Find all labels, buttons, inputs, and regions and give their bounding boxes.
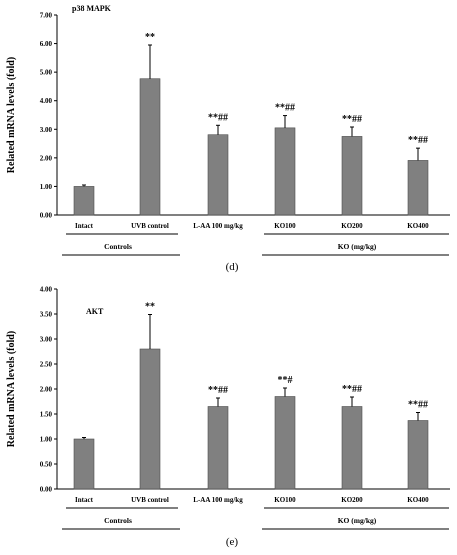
category-label: KO200 bbox=[341, 496, 363, 504]
bar bbox=[407, 420, 429, 490]
y-tick-label: 1.00 bbox=[40, 436, 53, 444]
y-tick-label: 4.00 bbox=[40, 286, 53, 294]
y-tick-label: 0.00 bbox=[40, 212, 53, 220]
bar bbox=[207, 134, 229, 216]
significance-label: **## bbox=[342, 114, 362, 125]
y-tick-label: 6.00 bbox=[40, 40, 53, 48]
category-label: UVB control bbox=[131, 496, 169, 504]
bar bbox=[274, 127, 296, 216]
bar bbox=[139, 348, 161, 490]
significance-label: **## bbox=[208, 385, 228, 396]
chart-panel-0: 0.00 1.00 2.00 3.00 4.00 5.00 6.00 7.00 Related … bbox=[6, 4, 450, 273]
category-label: KO200 bbox=[341, 222, 363, 230]
bar bbox=[73, 186, 95, 216]
y-tick-label: 4.00 bbox=[40, 97, 53, 105]
y-tick-label: 3.50 bbox=[40, 311, 53, 319]
y-tick-label: 2.00 bbox=[40, 154, 53, 162]
y-tick-label: 1.00 bbox=[40, 183, 53, 191]
y-axis-title: Related mRNA levels (fold) bbox=[6, 57, 17, 173]
significance-label: ** bbox=[145, 32, 155, 43]
significance-label: **## bbox=[208, 112, 228, 123]
significance-label: **## bbox=[275, 103, 295, 114]
bar bbox=[274, 396, 296, 490]
y-tick-label: 5.00 bbox=[40, 69, 53, 77]
category-label: UVB control bbox=[131, 222, 169, 230]
y-tick-label: 3.00 bbox=[40, 336, 53, 344]
y-tick-label: 3.00 bbox=[40, 126, 53, 134]
category-label: L-AA 100 mg/kg bbox=[193, 222, 243, 230]
category-label: KO400 bbox=[407, 222, 429, 230]
y-tick-label: 2.50 bbox=[40, 361, 53, 369]
category-label: KO400 bbox=[407, 496, 429, 504]
chart-title: AKT bbox=[86, 307, 104, 316]
panel-label: (e) bbox=[226, 536, 239, 548]
panel-label: (d) bbox=[226, 261, 239, 273]
group-label: Controls bbox=[104, 516, 132, 525]
significance-label: ** bbox=[145, 302, 155, 313]
category-label: L-AA 100 mg/kg bbox=[193, 496, 243, 504]
significance-label: **## bbox=[342, 384, 362, 395]
group-label: KO (mg/kg) bbox=[338, 242, 377, 251]
y-axis-title: Related mRNA levels (fold) bbox=[6, 331, 17, 447]
chart-panel-1: 0.00 0.50 1.00 1.50 2.00 2.50 3.00 3.50 4.00 Rela… bbox=[6, 286, 450, 548]
category-label: Intact bbox=[75, 222, 94, 230]
category-label: Intact bbox=[75, 496, 94, 504]
category-label: KO100 bbox=[274, 496, 296, 504]
bar bbox=[407, 160, 429, 216]
significance-label: **## bbox=[408, 400, 428, 411]
bar bbox=[139, 78, 161, 216]
bar bbox=[341, 136, 363, 216]
y-tick-label: 2.00 bbox=[40, 386, 53, 394]
bar bbox=[341, 406, 363, 490]
y-tick-label: 1.50 bbox=[40, 411, 53, 419]
significance-label: **## bbox=[408, 135, 428, 146]
group-label: Controls bbox=[104, 242, 132, 251]
y-tick-label: 7.00 bbox=[40, 12, 53, 20]
chart-title: p38 MAPK bbox=[72, 4, 112, 13]
significance-label: **# bbox=[278, 375, 293, 386]
y-tick-label: 0.00 bbox=[40, 486, 53, 494]
bar bbox=[207, 406, 229, 490]
group-label: KO (mg/kg) bbox=[338, 516, 377, 525]
category-label: KO100 bbox=[274, 222, 296, 230]
bar bbox=[73, 438, 95, 490]
y-tick-label: 0.50 bbox=[40, 461, 53, 469]
